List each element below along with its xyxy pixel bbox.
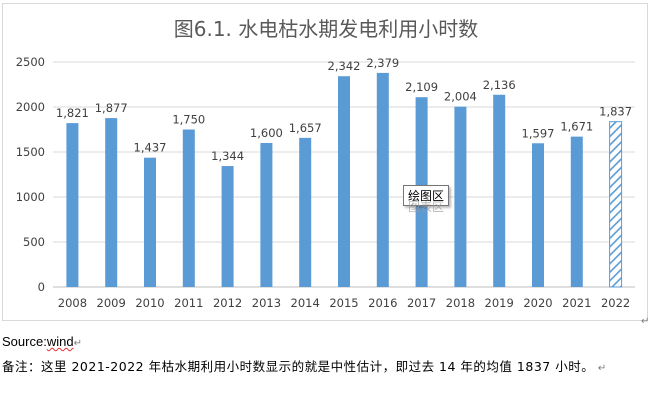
chart-svg: 图6.1. 水电枯水期发电利用小时数 05001000150020002500 … — [16, 17, 635, 310]
source-label: Source: — [2, 334, 47, 349]
bar — [221, 166, 234, 287]
x-tick-label: 2022 — [601, 296, 630, 310]
data-label: 1,344 — [211, 149, 244, 163]
bar — [376, 72, 389, 287]
y-tick-label: 1500 — [16, 145, 45, 159]
bar — [532, 143, 544, 287]
bar — [570, 136, 583, 287]
y-axis-ticks: 0 500 1000 1500 2000 2500 — [16, 55, 45, 294]
bars — [66, 72, 623, 288]
x-tick-label: 2015 — [329, 296, 358, 310]
bar — [299, 137, 312, 287]
tooltip-ghost-text: 图表区 — [408, 200, 445, 214]
x-tick-label: 2010 — [135, 296, 164, 310]
x-tick-label: 2008 — [58, 296, 87, 310]
bar — [144, 157, 156, 287]
note-paragraph: 备注：这里 2021-2022 年枯水期利用小时数显示的就是中性估计，即过去 1… — [2, 356, 648, 380]
y-tick-label: 500 — [23, 235, 45, 249]
data-label: 1,877 — [95, 101, 128, 115]
bar — [260, 143, 273, 287]
y-tick-label: 0 — [38, 280, 45, 294]
data-label: 1,671 — [560, 120, 593, 134]
x-tick-label: 2011 — [174, 296, 203, 310]
bar — [66, 123, 79, 287]
x-tick-label: 2016 — [368, 296, 397, 310]
data-label: 1,821 — [56, 106, 89, 120]
bar — [338, 76, 350, 287]
x-tick-label: 2019 — [485, 296, 514, 310]
bar — [493, 94, 506, 287]
x-tick-label: 2020 — [523, 296, 552, 310]
data-label: 1,837 — [599, 105, 632, 119]
paragraph-mark-icon: ↵ — [73, 338, 82, 349]
source-line: Source:wind↵ — [2, 334, 82, 349]
chart-title: 图6.1. 水电枯水期发电利用小时数 — [174, 17, 479, 41]
x-tick-label: 2012 — [213, 296, 242, 310]
data-label: 2,342 — [328, 59, 361, 73]
data-label: 2,004 — [444, 90, 477, 104]
bar — [105, 118, 118, 287]
data-label: 2,379 — [366, 56, 399, 70]
data-label: 2,136 — [483, 78, 516, 92]
bar-estimated — [609, 121, 623, 288]
x-axis-ticks: 2008 2009 2010 2011 2012 2013 2014 2015 2016 2017… — [58, 296, 630, 310]
x-tick-label: 2009 — [97, 296, 126, 310]
bar — [454, 106, 467, 287]
data-label: 1,657 — [289, 121, 322, 135]
data-label: 1,437 — [134, 141, 167, 155]
data-label: 1,750 — [172, 113, 205, 127]
y-tick-label: 2000 — [16, 100, 45, 114]
bar — [182, 129, 195, 287]
paragraph-mark-icon: ↵ — [594, 363, 607, 374]
tooltip-text: 绘图区 — [408, 189, 445, 203]
y-tick-label: 1000 — [16, 190, 45, 204]
data-labels: 1,821 1,877 1,437 1,750 1,344 1,600 1,657 2,342… — [56, 56, 632, 163]
plot-area-tooltip: 绘图区 图表区 — [403, 185, 450, 214]
source-value: wind — [46, 334, 74, 349]
note-text: 备注：这里 2021-2022 年枯水期利用小时数显示的就是中性估计，即过去 1… — [2, 359, 595, 374]
x-tick-label: 2013 — [252, 296, 281, 310]
chart-area[interactable]: 图6.1. 水电枯水期发电利用小时数 0 500 1000 1500 2000 2500 … — [2, 3, 648, 321]
data-label: 1,597 — [522, 126, 555, 140]
x-tick-label: 2014 — [291, 296, 320, 310]
x-tick-label: 2018 — [446, 296, 475, 310]
x-tick-label: 2017 — [407, 296, 436, 310]
y-tick-label: 2500 — [16, 55, 45, 69]
paragraph-mark-icon: ↵ — [641, 316, 650, 327]
x-tick-label: 2021 — [562, 296, 591, 310]
data-label: 2,109 — [405, 80, 438, 94]
data-label: 1,600 — [250, 126, 283, 140]
